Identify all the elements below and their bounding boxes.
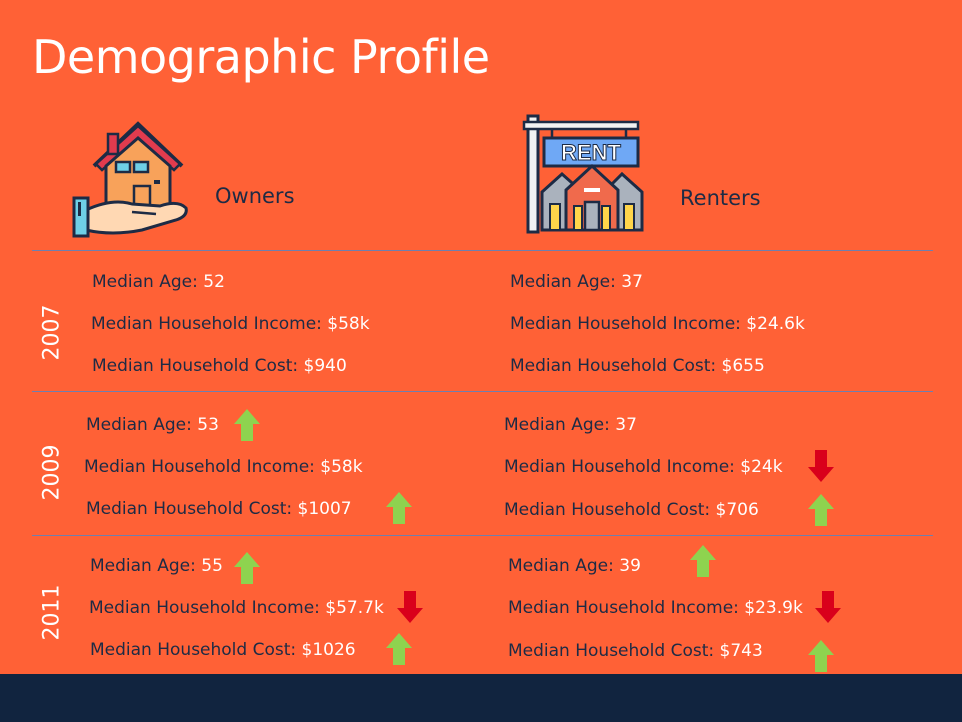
- arrow-up-icon: [234, 409, 260, 441]
- owners-2011-age: Median Age: 55: [90, 556, 223, 576]
- owners-2011-income: Median Household Income: $57.7k: [89, 598, 384, 618]
- renters-label: Renters: [680, 186, 761, 210]
- renters-2009-cost: Median Household Cost: $706: [504, 500, 759, 520]
- page-title: Demographic Profile: [32, 30, 490, 84]
- owners-2009-cost: Median Household Cost: $1007: [86, 499, 352, 519]
- renters-2009-age: Median Age: 37: [504, 415, 637, 435]
- arrow-down-icon: [808, 450, 834, 482]
- rent-sign-text: RENT: [561, 140, 621, 165]
- arrow-up-icon: [808, 640, 834, 672]
- renters-2007-age: Median Age: 37: [510, 272, 643, 292]
- renters-2009-income: Median Household Income: $24k: [504, 457, 783, 477]
- owners-label: Owners: [215, 184, 295, 208]
- arrow-up-icon: [234, 552, 260, 584]
- year-2011-label: 2011: [39, 584, 65, 641]
- owners-2009-income: Median Household Income: $58k: [84, 457, 363, 477]
- arrow-up-icon: [690, 545, 716, 577]
- owners-2011-cost: Median Household Cost: $1026: [90, 640, 356, 660]
- year-2007-label: 2007: [39, 304, 65, 361]
- arrow-down-icon: [397, 591, 423, 623]
- arrow-up-icon: [808, 494, 834, 526]
- divider-top: [32, 250, 933, 251]
- house-in-hand-icon: [72, 118, 190, 243]
- footer-bar: [0, 674, 962, 722]
- renters-2011-cost: Median Household Cost: $743: [508, 641, 763, 661]
- renters-2011-age: Median Age: 39: [508, 556, 641, 576]
- arrow-up-icon: [386, 492, 412, 524]
- owners-2007-age: Median Age: 52: [92, 272, 225, 292]
- renters-2011-income: Median Household Income: $23.9k: [508, 598, 803, 618]
- owners-2009-age: Median Age: 53: [86, 415, 219, 435]
- year-2009-label: 2009: [39, 444, 65, 501]
- rent-sign-icon: RENT: [522, 114, 646, 239]
- divider-2011: [32, 535, 933, 536]
- divider-2009: [32, 391, 933, 392]
- arrow-up-icon: [386, 633, 412, 665]
- owners-2007-income: Median Household Income: $58k: [91, 314, 370, 334]
- renters-2007-income: Median Household Income: $24.6k: [510, 314, 805, 334]
- renters-2007-cost: Median Household Cost: $655: [510, 356, 765, 376]
- arrow-down-icon: [815, 591, 841, 623]
- owners-2007-cost: Median Household Cost: $940: [92, 356, 347, 376]
